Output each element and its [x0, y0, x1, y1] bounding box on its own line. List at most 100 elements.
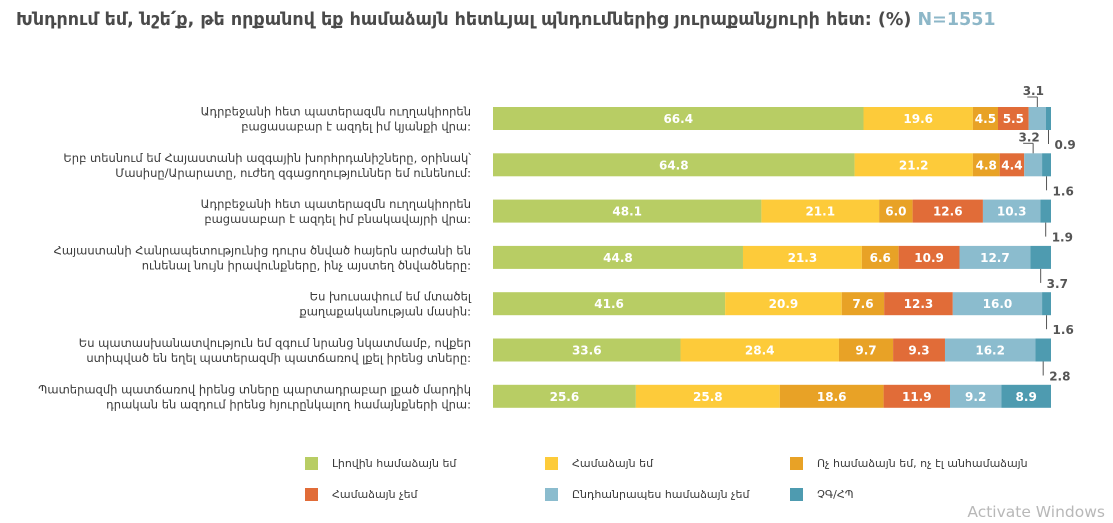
category-label: Հայաստանի Հանրապետությունից դուրս ծնված …	[54, 243, 471, 272]
legend-label: Լիովին համաձայն եմ	[332, 457, 457, 470]
data-label: 4.5	[975, 112, 996, 126]
legend-item: ՉԳ/ՀՊ	[790, 488, 854, 501]
legend-label: Համաձայն չեմ	[332, 488, 418, 501]
data-label: 25.8	[693, 390, 723, 404]
bar-segment	[1045, 107, 1051, 130]
bar-segment	[635, 384, 780, 408]
bar-segment	[742, 245, 862, 269]
bar-segment	[1030, 245, 1051, 269]
data-label: 5.5	[1003, 112, 1024, 126]
bar-segment	[972, 153, 1000, 177]
data-label: 33.6	[572, 344, 602, 358]
data-label: 28.4	[745, 344, 775, 358]
data-label: 19.6	[903, 112, 933, 126]
category-label: Երբ տեսնում եմ Հայաստանի ազգային խորհրդա…	[63, 151, 471, 180]
bar-segment	[879, 199, 913, 223]
chart-title: Խնդրում եմ, նշե՛ք, թե որքանով եք համաձայ…	[16, 10, 1106, 30]
callout-label: 1.6	[1053, 323, 1074, 337]
legend-item: Համաձայն չեմ	[305, 488, 418, 501]
data-label: 10.3	[997, 205, 1027, 219]
bar-segment	[493, 153, 855, 177]
legend-item: Լիովին համաձայն եմ	[305, 457, 456, 470]
data-label: 16.2	[975, 344, 1005, 358]
legend-swatch	[790, 457, 803, 470]
bar-segment	[725, 292, 842, 316]
data-label: 4.4	[1001, 158, 1022, 172]
data-label: 12.7	[980, 251, 1010, 265]
category-label: Պատերազմի պատճառով իրենց տները պարտադրաբ…	[38, 382, 471, 411]
data-label: 41.6	[594, 297, 624, 311]
data-label: 9.2	[965, 390, 986, 404]
legend-label: ՉԳ/ՀՊ	[817, 488, 854, 501]
data-label: 4.8	[976, 158, 997, 172]
legend-item: Ընդհանրապես համաձայն չեմ	[545, 488, 749, 501]
data-label: 9.7	[855, 344, 876, 358]
data-label: 12.3	[904, 297, 934, 311]
data-label: 12.6	[933, 205, 963, 219]
legend-label: Ընդհանրապես համաձայն չեմ	[572, 488, 750, 501]
bar-segment	[838, 338, 894, 362]
data-label: 21.1	[805, 205, 835, 219]
bar-segment	[997, 107, 1029, 130]
bar-segment	[1028, 107, 1046, 130]
data-label: 8.9	[1016, 390, 1037, 404]
data-label: 10.9	[914, 251, 944, 265]
bar-segment	[1040, 199, 1051, 223]
callout-label: 1.9	[1052, 231, 1073, 245]
bar-segment	[944, 338, 1036, 362]
legend-item: Համաձայն եմ	[545, 457, 653, 470]
bar-segment	[893, 338, 945, 362]
data-label: 11.9	[902, 390, 932, 404]
bar-segment	[761, 199, 880, 223]
callout-label: 3.7	[1047, 277, 1068, 291]
bar-segment	[493, 107, 864, 130]
legend-swatch	[545, 488, 558, 501]
bar-segment	[1001, 384, 1051, 408]
bar-segment	[854, 153, 973, 177]
legend-swatch	[305, 457, 318, 470]
bar-segment	[1024, 153, 1043, 177]
title-text: Խնդրում եմ, նշե՛ք, թե որքանով եք համաձայ…	[16, 10, 912, 30]
legend-swatch	[305, 488, 318, 501]
data-label: 18.6	[817, 390, 847, 404]
callout-label: 3.1	[1023, 84, 1044, 98]
data-label: 21.2	[899, 158, 929, 172]
legend-label: Համաձայն եմ	[572, 457, 654, 470]
bar-segment	[493, 292, 726, 316]
data-label: 48.1	[612, 205, 642, 219]
bar-segment	[493, 338, 681, 362]
bar-segment	[779, 384, 884, 408]
bar-segment	[493, 199, 762, 223]
bar-segment	[883, 384, 951, 408]
callout-label: 2.8	[1049, 370, 1070, 384]
bar-segment	[1042, 292, 1051, 316]
data-label: 9.3	[908, 344, 929, 358]
bar-segment	[952, 292, 1043, 316]
legend-item: Ոչ համաձայն եմ, ոչ էլ անհամաձայն	[790, 457, 1028, 470]
data-label: 20.9	[769, 297, 799, 311]
category-label: Ես պատասխանատվություն եմ զգում նրանց նկա…	[79, 336, 471, 365]
bar-segment	[972, 107, 998, 130]
category-label: Ադրբեջանի հետ պատերազմն ուղղակիորեն բացաս…	[201, 197, 471, 226]
bar-segment	[1035, 338, 1051, 362]
legend-label: Ոչ համաձայն եմ, ոչ էլ անհամաձայն	[817, 457, 1028, 470]
bar-segment	[950, 384, 1002, 408]
legend-swatch	[545, 457, 558, 470]
data-label: 6.6	[870, 251, 891, 265]
activate-windows-watermark: Activate Windows	[967, 503, 1105, 521]
data-label: 25.6	[550, 390, 580, 404]
callout-label: 1.6	[1053, 184, 1074, 198]
bar-segment	[982, 199, 1041, 223]
category-label: Ես խուսափում եմ մտածել քաղաքականության մա…	[299, 290, 471, 319]
legend-swatch	[790, 488, 803, 501]
data-label: 66.4	[663, 112, 693, 126]
stacked-bar-chart: Ադրբեջանի հետ պատերազմն ուղղակիորեն բացաս…	[38, 84, 1076, 411]
data-label: 16.0	[983, 297, 1013, 311]
bar-segment	[863, 107, 973, 130]
data-label: 21.3	[788, 251, 818, 265]
category-label: Ադրբեջանի հետ պատերազմն ուղղակիորեն բացաս…	[201, 105, 471, 134]
bar-segment	[999, 153, 1025, 177]
sample-size: N=1551	[917, 10, 996, 30]
bar-segment	[493, 384, 636, 408]
bar-segment	[898, 245, 960, 269]
